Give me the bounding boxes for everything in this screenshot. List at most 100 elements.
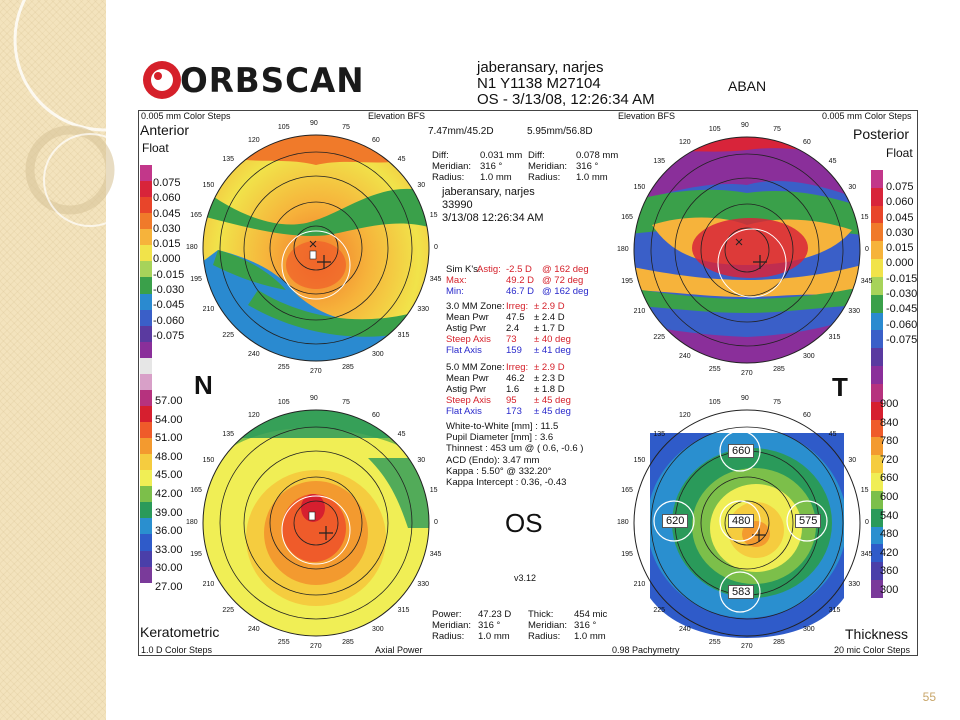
axis-tick-label: 240 [248, 626, 260, 634]
zone3-value: 47.5 [506, 312, 525, 323]
scale-swatch [140, 293, 152, 310]
zone3-row: Flat Axis 159 ± 41 deg [446, 345, 571, 356]
eye-os-label: OS [505, 508, 543, 538]
orbscan-logo-text: ORBSCAN [180, 61, 365, 101]
axis-tick-label: 255 [277, 363, 290, 371]
zone3-value: 73 [506, 334, 517, 345]
sector-left: 620 [662, 514, 689, 528]
thick-value: 454 mic [574, 609, 608, 620]
scale-swatch [871, 294, 883, 313]
sector-center: 480 [728, 514, 755, 528]
scale-swatch [140, 197, 152, 214]
scale-value: 840 [880, 416, 899, 429]
radius-value: 1.0 mm [478, 631, 510, 642]
scale-value: 360 [880, 565, 899, 578]
page-number: 55 [922, 690, 936, 704]
scale-value: 0.000 [886, 257, 914, 270]
zone5-error: ± 1.8 D [534, 384, 565, 395]
scale-value: 0.045 [886, 211, 914, 224]
posterior-scale-values: 0.075 0.060 0.045 0.030 0.015 0.000 -0.0… [886, 180, 917, 348]
axis-tick-label: 75 [773, 399, 781, 407]
zone5-value: 46.2 [506, 373, 525, 384]
scale-swatch [140, 550, 152, 567]
scale-value: 0.015 [886, 242, 914, 255]
anterior-bfs: 7.47mm/45.2D [428, 126, 494, 137]
scale-swatch [871, 259, 883, 277]
scale-swatch [871, 473, 883, 491]
zone3-error: ± 41 deg [534, 345, 571, 356]
axis-tick-label: 345 [429, 551, 442, 559]
zone5-row: Flat Axis 173 ± 45 deg [446, 406, 571, 417]
scale-value: 57.00 [155, 395, 183, 407]
zone5-label: 5.0 MM Zone: [446, 362, 505, 373]
scale-value: 30.00 [155, 562, 183, 575]
posterior-float-map [633, 136, 861, 364]
scale-value: 0.060 [886, 196, 914, 209]
zone3-label: 3.0 MM Zone: [446, 301, 505, 312]
scale-swatch [140, 422, 152, 439]
axis-tick-label: 150 [202, 182, 215, 189]
zone3-row: Steep Axis 73 ± 40 deg [446, 334, 571, 345]
anterior-float: Float [142, 141, 169, 155]
meridian-label: Meridian: [528, 620, 568, 631]
axis-tick-label: 30 [417, 457, 426, 464]
kappa: Kappa : 5.50° @ 332.20° [446, 465, 552, 477]
axis-tick-label: 255 [708, 365, 721, 373]
meridian-label: Meridian: [528, 161, 568, 172]
zone5-error: ± 45 deg [534, 395, 571, 406]
zone3-label: Flat Axis [446, 345, 482, 356]
scale-swatch [871, 312, 883, 331]
scale-value: 51.00 [155, 432, 183, 445]
simk-label: Sim K's: [446, 264, 481, 275]
power-label: Power: [432, 609, 462, 620]
meridian-value: 316 ° [480, 161, 503, 172]
scale-swatch [140, 486, 152, 503]
axis-tick-label: 315 [828, 606, 841, 614]
axis-tick-label: 90 [310, 120, 318, 127]
scale-value: 300 [880, 583, 899, 596]
scale-value: 600 [880, 490, 899, 503]
scale-value: 42.00 [155, 487, 183, 500]
zone5-irreg-value: ± 2.9 D [534, 362, 565, 373]
power-footer: Power: 47.23 D Meridian: 316 ° Radius: 1.0 … [432, 609, 511, 642]
axis-tick-label: 135 [222, 431, 234, 439]
scale-value: 900 [880, 398, 899, 410]
scale-value: -0.075 [153, 329, 185, 342]
axis-tick-label: 75 [342, 399, 350, 407]
scale-value: 45.00 [155, 469, 183, 482]
scale-value: 39.00 [155, 506, 183, 519]
axis-tick-label: 45 [397, 431, 406, 439]
axis-tick-label: 15 [860, 486, 869, 494]
scale-swatch [140, 405, 152, 422]
axis-tick-label: 30 [848, 457, 857, 464]
zone3-error: ± 1.7 D [534, 323, 565, 334]
scale-value: 0.060 [153, 192, 181, 205]
axis-tick-label: 150 [633, 184, 646, 191]
astig-deg: @ 162 deg [542, 264, 589, 275]
scale-swatch [871, 437, 883, 456]
zone5-irreg-label: Irreg: [506, 362, 529, 373]
scale-swatch [140, 534, 152, 551]
meridian-value: 316 ° [574, 620, 597, 631]
scale-swatch [140, 566, 152, 583]
scale-swatch [140, 181, 152, 198]
white-to-white: White-to-White [mm] : 11.5 [446, 421, 559, 432]
scale-swatch [140, 213, 152, 230]
axis-tick-label: 105 [277, 399, 290, 407]
axis-tick-label: 165 [190, 211, 202, 219]
scale-value: -0.015 [886, 272, 918, 285]
scale-value: -0.060 [886, 318, 918, 331]
scale-value: -0.030 [886, 288, 918, 301]
zone3-error: ± 40 deg [534, 334, 571, 345]
axis-tick-label: 75 [342, 124, 350, 132]
scale-value: 0.075 [886, 181, 914, 193]
axis-tick-label: 150 [202, 457, 215, 464]
radius-label: Radius: [528, 631, 561, 642]
axis-tick-label: 210 [202, 306, 215, 313]
axis-tick-label: 60 [372, 411, 380, 419]
left-color-scale [140, 165, 152, 583]
scale-value: 54.00 [155, 413, 183, 426]
axis-tick-label: 105 [277, 124, 290, 132]
anterior-elevation: Elevation BFS [368, 111, 426, 121]
axial-power-label: Axial Power [375, 645, 423, 655]
